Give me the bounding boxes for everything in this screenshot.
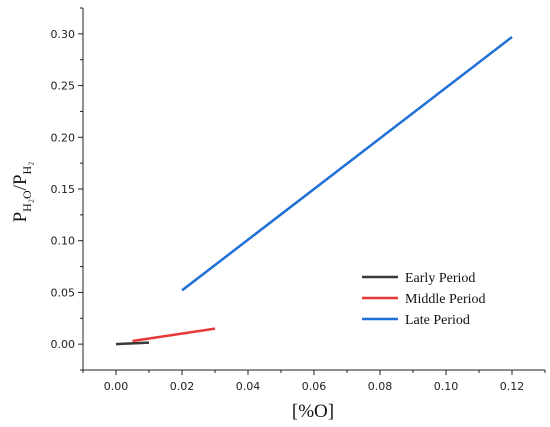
y-axis-title-den-sub: H₂ (20, 162, 34, 175)
y-tick-label: 0.00 (51, 338, 76, 351)
y-tick-label: 0.30 (51, 28, 76, 41)
legend-label-late-period: Late Period (405, 313, 470, 328)
x-tick-label: 0.06 (302, 380, 327, 393)
legend: Early Period Middle Period Late Period (362, 271, 486, 328)
x-tick-label: 0.00 (104, 380, 129, 393)
y-tick-label: 0.10 (51, 235, 76, 248)
x-axis-ticks: 0.00 0.02 0.04 0.06 0.08 0.10 0.12 (82, 370, 546, 393)
y-axis-title-den-base: P (10, 174, 31, 185)
y-tick-label: 0.05 (51, 286, 76, 299)
x-tick-label: 0.12 (500, 380, 525, 393)
series-layer (115, 36, 513, 346)
x-axis-title: [%O] (292, 401, 334, 422)
legend-label-early-period: Early Period (405, 271, 475, 286)
y-tick-label: 0.25 (51, 80, 76, 93)
x-tick-label: 0.10 (434, 380, 459, 393)
y-axis-ticks: 0.00 0.05 0.10 0.15 0.20 0.25 0.30 (51, 7, 83, 371)
y-axis-title-base: P (10, 212, 31, 223)
legend-label-middle-period: Middle Period (405, 292, 486, 307)
y-axis-title-slash: / (10, 184, 31, 190)
y-axis-title: PH₂O/PH₂ (10, 162, 34, 223)
y-axis-title-num-sub: H₂O (20, 190, 34, 212)
y-tick-label: 0.15 (51, 183, 76, 196)
series-line-middle-period (132, 327, 216, 343)
series-line-late-period (181, 36, 513, 292)
y-tick-label: 0.20 (51, 131, 76, 144)
x-tick-label: 0.04 (236, 380, 261, 393)
x-tick-label: 0.08 (368, 380, 393, 393)
series-line-early-period (115, 341, 150, 346)
x-tick-label: 0.02 (170, 380, 195, 393)
